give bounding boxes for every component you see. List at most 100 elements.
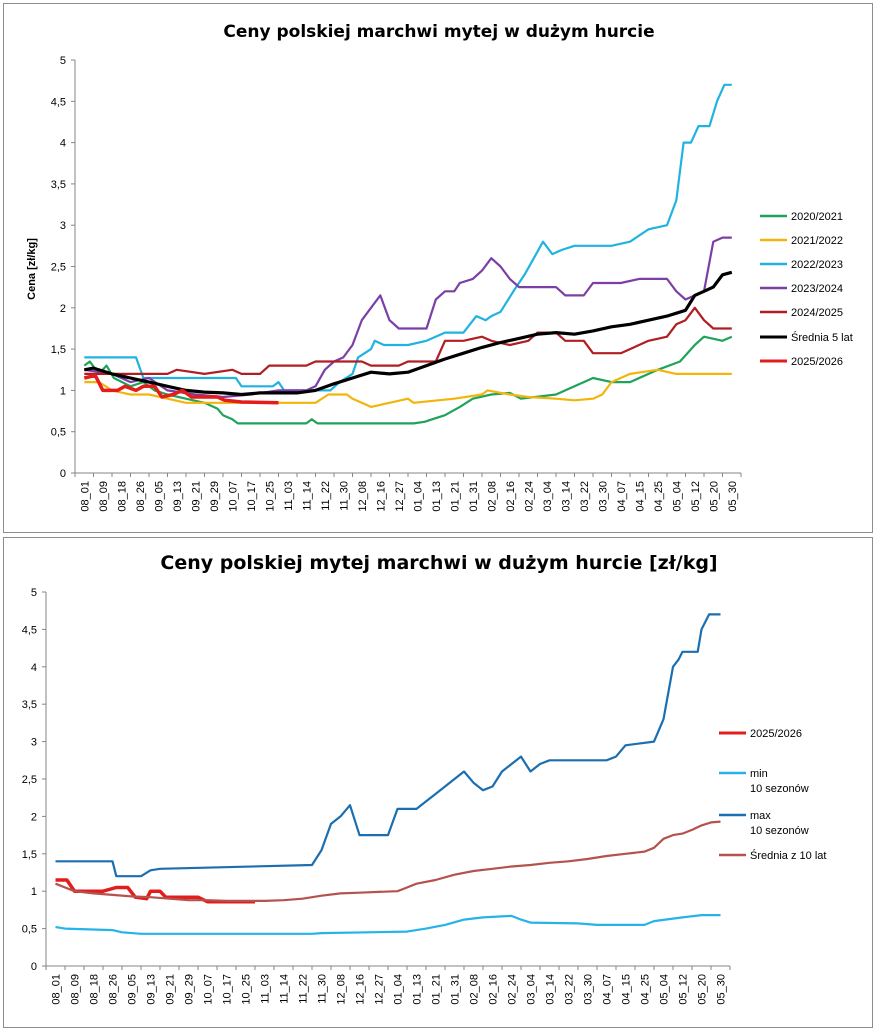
y-tick-label: 2,5 bbox=[51, 262, 66, 274]
x-tick-label: 08_26 bbox=[135, 481, 147, 512]
x-tick-label: 08_18 bbox=[116, 481, 128, 512]
chart-svg-2: Ceny polskiej mytej marchwi w dużym hurc… bbox=[22, 552, 827, 1005]
x-tick-label: 01_13 bbox=[431, 481, 443, 512]
legend-label: min 10 sezonów bbox=[750, 768, 809, 795]
y-tick-label: 0,5 bbox=[51, 427, 66, 439]
x-tick-label: 08_26 bbox=[108, 974, 120, 1005]
x-tick-label: 05_04 bbox=[671, 481, 683, 512]
legend-label: 2022/2023 bbox=[791, 259, 843, 271]
legend-label: max 10 sezonów bbox=[750, 810, 809, 837]
legend-label: 2021/2022 bbox=[791, 235, 843, 247]
y-tick-label: 4,5 bbox=[51, 96, 66, 108]
y-tick-label: 2 bbox=[60, 303, 66, 315]
series-line bbox=[84, 83, 732, 392]
x-tick-label: 09_13 bbox=[146, 974, 158, 1005]
x-tick-label: 04_25 bbox=[653, 481, 665, 512]
x-tick-label: 02_16 bbox=[505, 481, 517, 512]
x-tick-label: 01_04 bbox=[412, 481, 424, 512]
x-tick-label: 05_04 bbox=[659, 974, 671, 1005]
y-tick-label: 3,5 bbox=[51, 179, 66, 191]
legend-label: 2023/2024 bbox=[791, 283, 843, 295]
series-lines bbox=[55, 613, 721, 935]
x-tick-label: 04_07 bbox=[602, 974, 614, 1005]
series-line bbox=[83, 373, 279, 405]
x-tick-label: 09_21 bbox=[165, 974, 177, 1005]
x-tick-label: 05_12 bbox=[690, 481, 702, 512]
x-tick-label: 01_31 bbox=[468, 481, 480, 512]
series-line bbox=[55, 914, 721, 935]
legend: 2020/2021 2021/2022 2022/2023 2023/2024 2024… bbox=[760, 211, 853, 368]
x-tick-label: 08_09 bbox=[98, 481, 110, 512]
y-tick-label: 1 bbox=[31, 886, 37, 898]
x-tick-label: 08_01 bbox=[51, 974, 63, 1005]
x-tick-label: 04_25 bbox=[640, 974, 652, 1005]
legend-label: 2020/2021 bbox=[791, 211, 843, 223]
x-tick-label: 02_08 bbox=[469, 974, 481, 1005]
x-tick-label: 12_16 bbox=[375, 481, 387, 512]
x-tick-label: 12_16 bbox=[355, 974, 367, 1005]
x-tick-label: 01_13 bbox=[412, 974, 424, 1005]
x-tick-label: 02_16 bbox=[488, 974, 500, 1005]
x-tick-label: 09_21 bbox=[190, 481, 202, 512]
x-tick-label: 04_15 bbox=[621, 974, 633, 1005]
x-tick-label: 12_08 bbox=[357, 481, 369, 512]
x-tick-label: 09_05 bbox=[127, 974, 139, 1005]
x-tick-label: 11_03 bbox=[283, 481, 295, 511]
series-line bbox=[84, 270, 733, 397]
x-tick-label: 04_15 bbox=[634, 481, 646, 512]
chart-panel-2: Ceny polskiej mytej marchwi w dużym hurc… bbox=[3, 537, 873, 1028]
x-tick-label: 12_27 bbox=[394, 481, 406, 512]
series-line bbox=[55, 613, 721, 878]
y-tick-label: 1,5 bbox=[51, 344, 66, 356]
y-tick-label: 4 bbox=[31, 662, 37, 674]
y-tick-label: 2 bbox=[31, 811, 37, 823]
y-tick-label: 4,5 bbox=[22, 624, 37, 636]
x-tick-label: 09_29 bbox=[184, 974, 196, 1005]
x-tick-label: 11_14 bbox=[279, 974, 291, 1004]
x-tick-label: 01_31 bbox=[450, 974, 462, 1005]
series-line bbox=[84, 306, 732, 375]
y-tick-label: 3 bbox=[60, 220, 66, 232]
x-tick-label: 03_14 bbox=[545, 974, 557, 1005]
series-line bbox=[83, 335, 733, 425]
x-tick-label: 08_18 bbox=[89, 974, 101, 1005]
y-tick-label: 0,5 bbox=[22, 924, 37, 936]
x-tick-label: 01_04 bbox=[393, 974, 405, 1005]
x-tick-label: 11_14 bbox=[301, 481, 313, 511]
x-tick-label: 05_30 bbox=[716, 974, 728, 1005]
y-tick-label: 1,5 bbox=[22, 849, 37, 861]
x-tick-label: 02_24 bbox=[507, 974, 519, 1005]
legend-label: 2025/2026 bbox=[791, 356, 843, 368]
x-tick-label: 12_08 bbox=[336, 974, 348, 1005]
x-tick-label: 02_08 bbox=[486, 481, 498, 512]
x-tick-label: 03_04 bbox=[542, 481, 554, 512]
x-tick-label: 08_09 bbox=[70, 974, 82, 1005]
y-tick-label: 2,5 bbox=[22, 774, 37, 786]
legend-label: Średnia 5 lat bbox=[791, 331, 853, 344]
x-tick-label: 03_30 bbox=[583, 974, 595, 1005]
x-tick-label: 11_30 bbox=[338, 481, 350, 511]
x-tick-label: 08_01 bbox=[79, 481, 91, 512]
x-tick-label: 11_22 bbox=[320, 481, 332, 511]
x-tick-label: 10_25 bbox=[264, 481, 276, 512]
legend: 2025/2026 min 10 sezonów max 10 sezonów Średn… bbox=[719, 728, 826, 862]
y-axis-label: Cena [zł/kg] bbox=[26, 238, 38, 300]
y-tick-label: 0 bbox=[60, 468, 66, 480]
legend-label: 2024/2025 bbox=[791, 307, 843, 319]
x-tick-label: 10_17 bbox=[222, 974, 234, 1005]
x-tick-label: 11_30 bbox=[317, 974, 329, 1004]
x-tick-label: 09_05 bbox=[153, 481, 165, 512]
x-tick-label: 05_20 bbox=[708, 481, 720, 512]
axes: 0 0,5 1 1,5 2 2,5 3 3,5 4 4,5 5 08_01 08_09 08_18 08_2… bbox=[22, 587, 731, 1005]
x-tick-label: 10_17 bbox=[246, 481, 258, 512]
x-tick-label: 05_20 bbox=[697, 974, 709, 1005]
y-tick-label: 5 bbox=[31, 587, 37, 599]
chart-title: Ceny polskiej marchwi mytej w dużym hurc… bbox=[223, 22, 654, 42]
x-tick-label: 05_30 bbox=[727, 481, 739, 512]
x-tick-label: 12_27 bbox=[374, 974, 386, 1005]
y-tick-label: 3,5 bbox=[22, 699, 37, 711]
x-tick-label: 04_07 bbox=[616, 481, 628, 512]
x-tick-label: 11_22 bbox=[298, 974, 310, 1004]
x-tick-label: 11_03 bbox=[260, 974, 272, 1004]
chart-title: Ceny polskiej mytej marchwi w dużym hurc… bbox=[160, 552, 717, 574]
